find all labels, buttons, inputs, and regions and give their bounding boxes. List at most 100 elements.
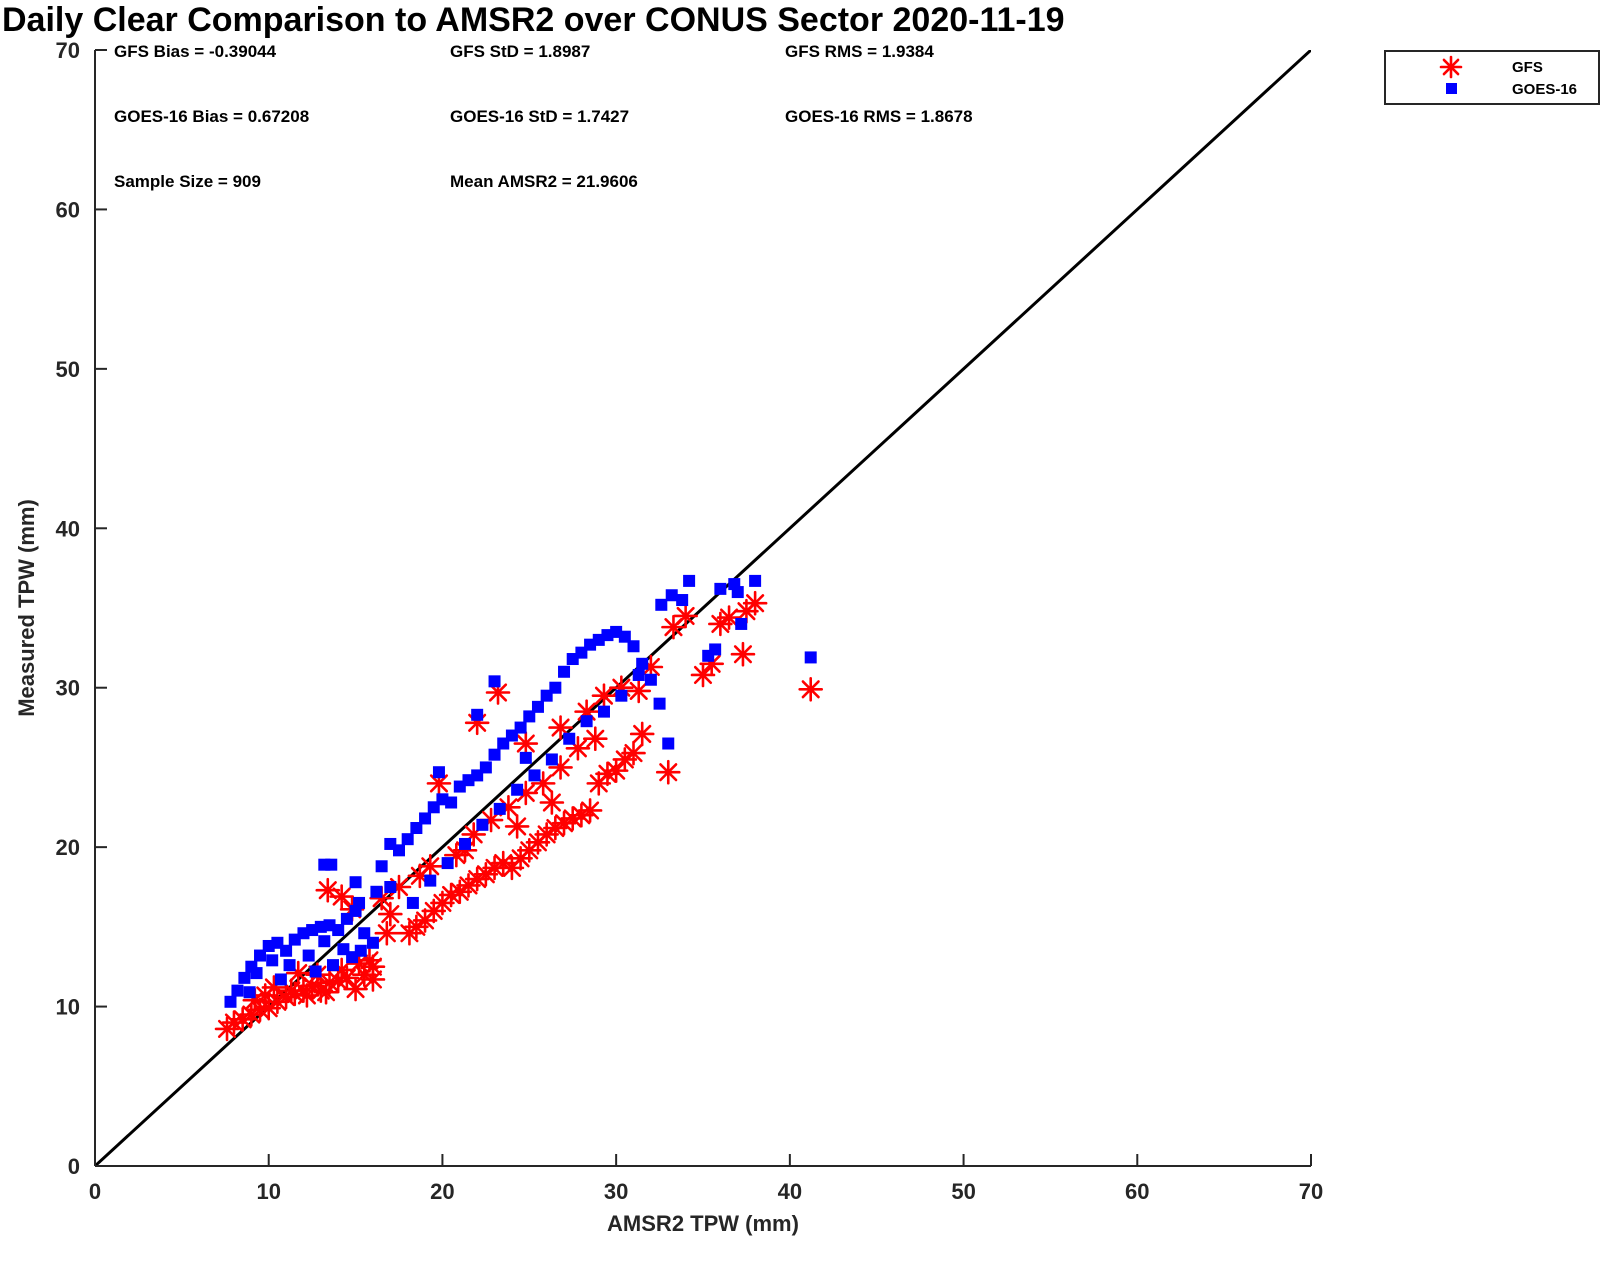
legend-box (1384, 50, 1600, 105)
goes-16-point (488, 675, 501, 688)
gfs-point (690, 662, 716, 688)
goes-16-point (714, 582, 727, 595)
goes-16-point (471, 708, 484, 721)
goes-16-point (401, 833, 414, 846)
goes-16-point (406, 896, 419, 909)
x-tick-label: 0 (89, 1179, 101, 1204)
goes-16-point (523, 710, 536, 723)
goes-16-point (479, 761, 492, 774)
gfs-point (360, 967, 386, 992)
x-tick-label: 70 (1299, 1179, 1323, 1204)
gfs-point (513, 731, 539, 756)
goes-16-point (366, 936, 379, 949)
goes-16-point (424, 874, 437, 887)
goes-16-point (346, 951, 359, 964)
goes-16-point (419, 812, 432, 825)
goes-16-point (804, 651, 817, 664)
gfs-point (313, 979, 339, 1005)
goes-16-point (245, 960, 258, 973)
gfs-point (716, 605, 742, 630)
stat-sample-size: Sample Size = 909 (114, 172, 261, 191)
legend-goes-marker (1446, 83, 1457, 94)
gfs-point (603, 758, 629, 783)
stat-gfs-rms: GFS RMS = 1.9384 (785, 42, 934, 61)
goes-16-point (665, 589, 678, 602)
gfs-point (621, 740, 646, 766)
goes-16-point (302, 949, 315, 962)
legend-gfs-asterisk (1439, 55, 1463, 79)
stat-gfs-std: GFS StD = 1.8987 (450, 42, 590, 61)
goes-16-point (563, 732, 576, 745)
x-tick-label: 50 (951, 1179, 975, 1204)
gfs-point (629, 721, 655, 747)
goes-16-point (274, 973, 287, 986)
stat-mean-amsr2: Mean AMSR2 = 21.9606 (450, 172, 638, 191)
goes-16-point (597, 705, 610, 718)
y-tick-label: 20 (56, 835, 80, 860)
goes-16-point (519, 751, 532, 764)
goes-16-point (549, 681, 562, 694)
goes-16-point (393, 844, 405, 857)
stat-goes-std: GOES-16 StD = 1.7427 (450, 107, 629, 126)
gfs-point (730, 641, 756, 667)
goes-16-point (709, 643, 722, 656)
goes-16-point (653, 697, 666, 710)
goes-16-point (326, 959, 339, 972)
goes-16-point (511, 783, 524, 796)
gfs-point (239, 1002, 264, 1027)
goes-16-point (514, 721, 527, 734)
goes-16-point (618, 630, 631, 643)
goes-16-point (332, 924, 345, 937)
goes-16-point (493, 802, 506, 815)
gfs-point (742, 590, 768, 616)
gfs-point (539, 790, 565, 815)
chart-title: Daily Clear Comparison to AMSR2 over CON… (2, 1, 1065, 39)
goes-16-point (731, 586, 744, 599)
stat-gfs-bias: GFS Bias = -0.39044 (114, 42, 277, 61)
y-tick-label: 50 (56, 357, 80, 382)
goes-16-point (349, 876, 362, 889)
gfs-point (417, 853, 443, 879)
goes-16-point (238, 971, 251, 984)
goes-16-point (545, 753, 558, 766)
x-tick-label: 10 (256, 1179, 280, 1204)
y-tick-label: 10 (56, 995, 80, 1020)
x-tick-label: 40 (778, 1179, 802, 1204)
legend-gfs-label: GFS (1512, 59, 1543, 76)
legend-goes-label: GOES-16 (1512, 81, 1577, 98)
stat-goes-rms: GOES-16 RMS = 1.8678 (785, 107, 973, 126)
goes-16-point (655, 598, 668, 611)
gfs-point (329, 884, 354, 909)
goes-16-point (231, 984, 244, 997)
legend-gfs-marker (1439, 55, 1463, 79)
gfs-point (577, 798, 603, 823)
goes-16-point (445, 796, 458, 809)
gfs-point (582, 726, 608, 752)
goes-16-point (676, 594, 689, 607)
goes-16-point (632, 668, 645, 681)
goes-16-point (384, 881, 397, 893)
gfs-point (374, 920, 400, 946)
goes-16-point (644, 673, 657, 686)
goes-16-point (432, 766, 445, 779)
goes-16-point (266, 954, 279, 967)
x-tick-label: 60 (1125, 1179, 1149, 1204)
goes-16-point (558, 665, 571, 678)
x-tick-label: 20 (430, 1179, 454, 1204)
legend: GFS GOES-16 (1384, 50, 1600, 105)
gfs-point (315, 877, 341, 903)
x-tick-label: 30 (604, 1179, 628, 1204)
goes-16-point (283, 959, 296, 972)
goes-16-point (749, 574, 762, 587)
goes-16-point (280, 944, 293, 957)
goes-16-point (683, 574, 696, 587)
y-tick-label: 30 (56, 676, 80, 701)
goes-16-point (353, 896, 366, 909)
gfs-point (673, 603, 698, 629)
y-tick-label: 60 (56, 197, 80, 222)
goes-16-point (488, 748, 501, 761)
goes-16-point (531, 700, 544, 713)
goes-16-point (636, 657, 649, 670)
goes-16-point (243, 986, 256, 999)
gfs-point (626, 678, 652, 704)
